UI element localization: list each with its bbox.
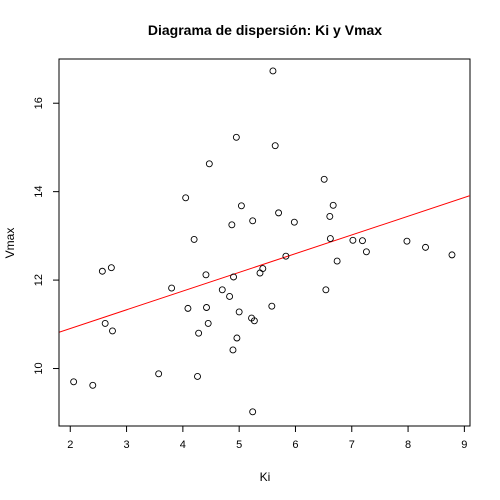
data-point <box>271 142 279 150</box>
x-tick-label: 4 <box>180 439 186 451</box>
data-point <box>233 334 241 342</box>
chart-title: Diagrama de dispersión: Ki y Vmax <box>148 22 382 38</box>
data-point <box>259 265 267 273</box>
data-point <box>268 302 276 310</box>
data-point <box>232 133 240 141</box>
data-point <box>229 346 237 354</box>
data-point <box>168 284 176 292</box>
x-tick-label: 7 <box>349 439 355 451</box>
data-point <box>203 304 210 311</box>
plot-area <box>58 58 471 427</box>
y-tick-label: 14 <box>33 186 45 198</box>
x-tick-label: 2 <box>67 439 73 451</box>
data-point <box>101 319 109 327</box>
data-point <box>184 304 192 312</box>
data-point <box>359 237 366 245</box>
data-point <box>190 235 198 243</box>
x-tick-label: 6 <box>292 439 298 451</box>
data-point <box>275 209 283 217</box>
data-point <box>422 243 429 251</box>
y-tick-label: 16 <box>33 97 45 109</box>
data-point <box>362 248 370 256</box>
data-point <box>107 264 115 272</box>
data-point <box>290 218 298 226</box>
plot-frame <box>58 58 471 427</box>
x-tick-label: 3 <box>123 439 129 451</box>
x-tick-label: 5 <box>236 439 242 451</box>
data-point <box>250 317 258 325</box>
data-point <box>205 160 213 168</box>
data-point <box>256 269 264 277</box>
y-tick-label: 10 <box>33 362 45 374</box>
data-point <box>320 175 328 183</box>
data-point <box>98 267 106 275</box>
data-point <box>333 257 341 265</box>
x-axis: 2 3 4 5 6 7 8 9 <box>67 425 467 451</box>
data-point <box>182 194 190 202</box>
data-point <box>237 202 245 210</box>
data-point <box>226 292 234 300</box>
regression-line-group <box>59 195 470 333</box>
y-axis-label: Vmax <box>3 228 17 259</box>
data-point <box>155 370 163 378</box>
data-point <box>195 329 203 337</box>
data-point <box>448 251 456 259</box>
data-point <box>89 381 97 389</box>
data-point <box>329 201 337 209</box>
y-axis: 10 12 14 16 <box>33 97 60 375</box>
data-point <box>249 217 257 225</box>
data-point <box>109 327 116 335</box>
data-point <box>70 378 78 386</box>
data-point <box>194 373 201 380</box>
data-points <box>70 67 456 416</box>
data-point <box>204 319 212 327</box>
data-point <box>326 235 334 242</box>
data-point <box>202 271 210 279</box>
data-point <box>249 408 257 416</box>
x-tick-label: 8 <box>405 439 411 451</box>
data-point <box>326 212 334 220</box>
data-point <box>269 67 277 75</box>
data-point <box>322 286 330 294</box>
x-axis-label: Ki <box>260 470 271 484</box>
regression-line <box>59 195 470 333</box>
data-point <box>403 237 411 245</box>
data-point <box>228 221 236 229</box>
data-point <box>349 236 357 244</box>
data-point <box>282 252 290 260</box>
data-point <box>230 273 237 281</box>
data-point <box>235 308 243 316</box>
x-tick-label: 9 <box>461 439 467 451</box>
data-point <box>218 286 226 294</box>
y-tick-label: 12 <box>33 274 45 286</box>
